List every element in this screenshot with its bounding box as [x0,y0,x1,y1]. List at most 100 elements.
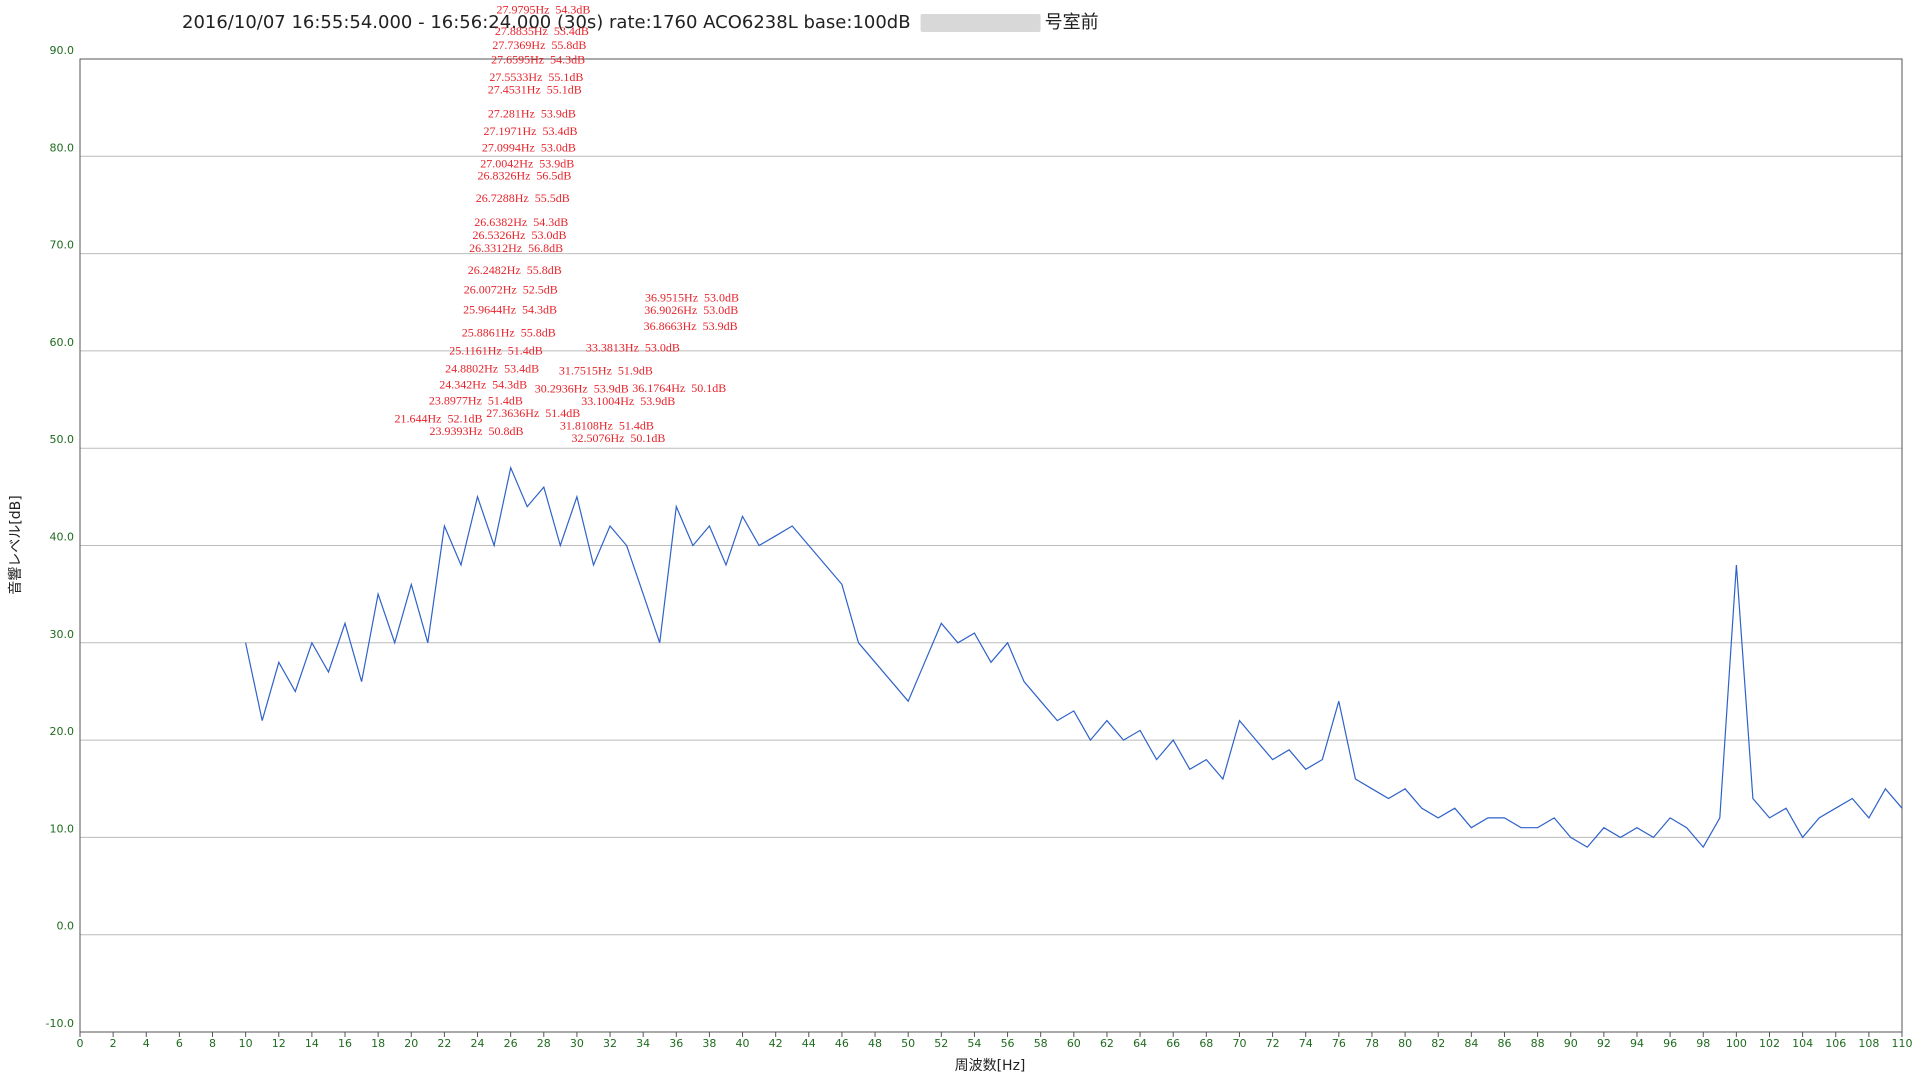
peak-annotation: 36.8663Hz 53.9dB [644,319,738,333]
peak-annotation: 24.8802Hz 53.4dB [445,361,539,375]
x-tick-label: 26 [504,1037,518,1050]
x-tick-label: 24 [471,1037,485,1050]
chart-title: 2016/10/07 16:55:54.000 - 16:56:24.000 (… [182,12,911,33]
x-tick-label: 86 [1497,1037,1511,1050]
x-tick-label: 46 [835,1037,849,1050]
y-tick-label: 0.0 [57,920,75,933]
x-tick-label: 80 [1398,1037,1412,1050]
x-tick-label: 56 [1001,1037,1015,1050]
peak-annotation: 27.1971Hz 53.4dB [483,124,577,138]
x-tick-label: 98 [1696,1037,1710,1050]
x-tick-label: 92 [1597,1037,1611,1050]
y-tick-label: 80.0 [50,141,75,154]
x-tick-label: 8 [209,1037,216,1050]
y-tick-label: 70.0 [50,239,75,252]
x-tick-label: 66 [1166,1037,1180,1050]
peak-annotation: 27.7369Hz 55.8dB [492,38,586,52]
x-tick-label: 110 [1892,1037,1913,1050]
peak-annotation: 33.1004Hz 53.9dB [581,394,675,408]
y-tick-label: -10.0 [46,1017,74,1030]
x-tick-label: 78 [1365,1037,1379,1050]
x-tick-label: 76 [1332,1037,1346,1050]
peak-annotation: 26.3312Hz 56.8dB [469,241,563,255]
x-tick-label: 34 [636,1037,650,1050]
peak-annotation: 23.8977Hz 51.4dB [429,393,523,407]
x-tick-label: 28 [537,1037,551,1050]
peak-annotation: 27.281Hz 53.9dB [488,107,576,121]
peak-annotation: 27.4531Hz 55.1dB [488,82,582,96]
x-tick-label: 40 [736,1037,750,1050]
peak-annotation: 31.7515Hz 51.9dB [559,363,653,377]
peak-annotation: 30.2936Hz 53.9dB [535,382,629,396]
x-tick-label: 90 [1564,1037,1578,1050]
y-tick-label: 60.0 [50,336,75,349]
x-tick-label: 74 [1299,1037,1313,1050]
x-tick-label: 100 [1726,1037,1747,1050]
x-tick-label: 22 [437,1037,451,1050]
x-tick-label: 0 [77,1037,84,1050]
y-tick-label: 30.0 [50,628,75,641]
plot-frame [79,58,1903,1033]
peak-annotation: 27.8835Hz 53.4dB [495,24,589,38]
x-tick-label: 36 [669,1037,683,1050]
y-tick-label: 90.0 [50,44,75,57]
x-tick-label: 84 [1464,1037,1478,1050]
peak-annotation: 36.1764Hz 50.1dB [632,381,726,395]
x-tick-label: 10 [239,1037,253,1050]
x-tick-label: 48 [868,1037,882,1050]
peak-annotation: 25.9644Hz 54.3dB [463,303,557,317]
peak-annotation: 26.5326Hz 53.0dB [472,228,566,242]
peak-annotation: 26.0072Hz 52.5dB [464,283,558,297]
peak-annotation: 36.9515Hz 53.0dB [645,290,739,304]
x-tick-label: 12 [272,1037,286,1050]
x-tick-label: 18 [371,1037,385,1050]
peak-annotation: 26.2482Hz 55.8dB [468,263,562,277]
peak-annotation: 26.6382Hz 54.3dB [474,215,568,229]
peak-annotation: 27.3636Hz 51.4dB [486,406,580,420]
y-tick-label: 40.0 [50,531,75,544]
x-tick-label: 94 [1630,1037,1644,1050]
x-tick-label: 64 [1133,1037,1147,1050]
x-tick-label: 60 [1067,1037,1081,1050]
x-axis-label: 周波数[Hz] [955,1058,1026,1074]
chart-title-suffix: 号室前 [1045,12,1099,33]
x-tick-label: 88 [1531,1037,1545,1050]
x-tick-label: 72 [1266,1037,1280,1050]
x-tick-label: 2 [110,1037,117,1050]
x-tick-label: 50 [901,1037,915,1050]
x-tick-label: 44 [802,1037,816,1050]
x-tick-label: 58 [1034,1037,1048,1050]
peak-annotation: 24.342Hz 54.3dB [439,378,527,392]
peak-annotation: 36.9026Hz 53.0dB [644,303,738,317]
x-tick-label: 96 [1663,1037,1677,1050]
x-tick-label: 14 [305,1037,319,1050]
x-tick-label: 82 [1431,1037,1445,1050]
x-tick-label: 104 [1792,1037,1813,1050]
x-tick-label: 106 [1825,1037,1846,1050]
peak-annotation: 25.8861Hz 55.8dB [462,326,556,340]
peak-annotation: 26.8326Hz 56.5dB [477,169,571,183]
peak-annotation: 27.0042Hz 53.9dB [480,157,574,171]
x-tick-label: 42 [769,1037,783,1050]
y-axis-label: 音響レベル[dB] [7,495,24,594]
x-tick-label: 62 [1100,1037,1114,1050]
peak-annotation: 26.7288Hz 55.5dB [476,191,570,205]
x-tick-label: 54 [967,1037,981,1050]
y-tick-label: 20.0 [50,725,75,738]
peak-annotation: 27.5533Hz 55.1dB [489,70,583,84]
peak-annotation: 25.1161Hz 51.4dB [449,343,543,357]
peak-annotation: 21.644Hz 52.1dB [395,412,483,426]
x-tick-label: 52 [934,1037,948,1050]
peak-annotation: 27.6595Hz 54.3dB [491,53,585,67]
x-tick-label: 30 [570,1037,584,1050]
peak-annotation: 33.3813Hz 53.0dB [586,340,680,354]
peak-annotation: 31.8108Hz 51.4dB [560,418,654,432]
peak-annotation: 23.9393Hz 50.8dB [430,424,524,438]
y-tick-label: 10.0 [50,822,75,835]
x-tick-label: 70 [1232,1037,1246,1050]
x-tick-label: 108 [1858,1037,1879,1050]
x-tick-label: 4 [143,1037,150,1050]
peak-annotation: 27.9795Hz 54.3dB [496,3,590,17]
x-tick-label: 16 [338,1037,352,1050]
